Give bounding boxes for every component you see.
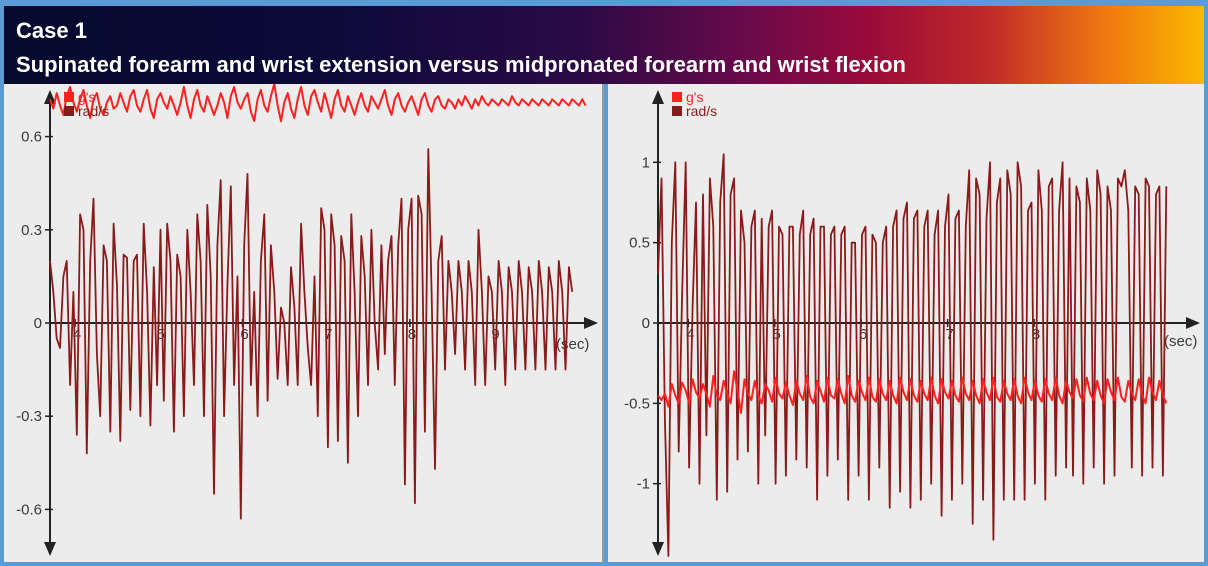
- series-line-gs: [49, 84, 587, 123]
- legend-label: g's: [686, 89, 703, 105]
- y-tick-label: 0: [642, 315, 650, 332]
- y-tick-label: -1: [637, 476, 650, 493]
- y-tick-label: 0.3: [21, 222, 42, 239]
- y-axis-arrow-up: [44, 90, 56, 104]
- x-tick-label: 4: [73, 326, 81, 343]
- y-tick-label: -0.6: [16, 501, 42, 518]
- y-tick-label: -0.5: [624, 395, 650, 412]
- x-axis-arrow: [584, 317, 598, 329]
- series-line-rads: [49, 148, 574, 520]
- x-axis-label: (sec): [556, 336, 589, 353]
- y-axis-arrow-down: [44, 542, 56, 556]
- chart-panel-left: 0.6 0.3 0 -0.3 -0.6 4 5 6 7 8 9 (sec) g's rad/s: [4, 84, 604, 562]
- x-axis-arrow: [1186, 317, 1200, 329]
- y-axis-arrow-down: [652, 542, 664, 556]
- legend-swatch: [672, 106, 682, 116]
- y-axis-arrow-up: [652, 90, 664, 104]
- x-tick-label: 4: [686, 326, 694, 343]
- x-axis-label: (sec): [1164, 333, 1197, 350]
- legend-label: g's: [78, 89, 95, 105]
- case-title: Case 1: [16, 18, 87, 43]
- legend-swatch: [64, 106, 74, 116]
- y-tick-label: -0.3: [16, 408, 42, 425]
- y-tick-label: 1: [642, 154, 650, 171]
- series-line-gs: [657, 370, 1168, 414]
- x-tick-label: 8: [408, 326, 416, 343]
- x-tick-label: 6: [859, 326, 867, 343]
- legend-swatch: [64, 92, 74, 102]
- legend-label: rad/s: [78, 103, 109, 119]
- chart-panel-right: 1 0.5 0 -0.5 -1 4 5 6 7 8 (sec) g's rad/s: [608, 84, 1204, 562]
- slide-subtitle: Supinated forearm and wrist extension ve…: [16, 52, 906, 77]
- x-tick-label: 6: [240, 326, 248, 343]
- y-tick-label: 0.6: [21, 129, 42, 146]
- y-tick-label: 0: [34, 315, 42, 332]
- header-banner: Case 1 Supinated forearm and wrist exten…: [4, 6, 1204, 84]
- legend-swatch: [672, 92, 682, 102]
- legend-label: rad/s: [686, 103, 717, 119]
- x-tick-label: 7: [324, 326, 332, 343]
- y-tick-label: 0.5: [629, 235, 650, 252]
- x-tick-label: 5: [157, 326, 165, 343]
- series-line-rads: [657, 153, 1168, 557]
